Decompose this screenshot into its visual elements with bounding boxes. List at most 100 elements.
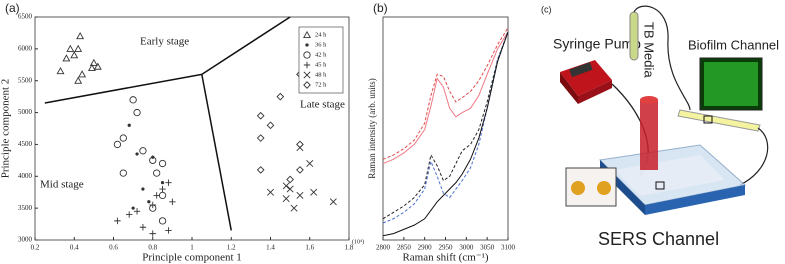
marker [256, 134, 265, 142]
marker [147, 200, 151, 204]
marker [139, 147, 147, 155]
legend-marker [303, 81, 311, 89]
zoom-box [655, 181, 665, 190]
x-tick-label: 0.6 [109, 244, 118, 252]
x-tick-label: 1.8 [345, 244, 354, 252]
marker [306, 160, 314, 168]
marker [129, 96, 137, 104]
x-tick-label: 1.2 [227, 244, 236, 252]
marker [131, 206, 135, 210]
marker [165, 227, 172, 234]
x-tick-label: 1.4 [266, 244, 275, 252]
marker [158, 191, 167, 200]
boundary [201, 16, 291, 75]
x-tick-label: 1.6 [305, 244, 314, 252]
laser [640, 100, 658, 170]
x-unit: (10⁴) [352, 238, 364, 245]
x-tick-label: 3000 [459, 244, 474, 252]
marker [62, 54, 71, 62]
marker [56, 67, 65, 75]
panel-label: (a) [5, 1, 20, 15]
diagram: (c) Syringe Pump TB Media Biofilm Channe… [541, 4, 779, 248]
tube [633, 5, 691, 111]
y-tick-label: 3000 [18, 236, 33, 244]
y-tick-label: 6000 [18, 44, 33, 52]
x-tick-label: 3100 [501, 244, 516, 252]
y-tick-label: 4500 [18, 140, 33, 148]
legend-label: 72 h [315, 81, 327, 88]
y-tick-label: 3500 [18, 204, 33, 212]
biofilm-channel [677, 109, 761, 132]
panel-label: (c) [541, 4, 552, 14]
syringe-label: Syringe Pump [553, 36, 641, 52]
marker [87, 63, 96, 71]
x-tick-label: 2900 [418, 244, 433, 252]
zoom-box [703, 115, 713, 124]
marker [329, 198, 337, 206]
tube [739, 127, 769, 186]
marker [133, 208, 141, 215]
annotation: Early stage [140, 36, 189, 48]
legend-label: 24 h [315, 31, 327, 38]
marker [158, 159, 167, 168]
boundary [201, 74, 232, 231]
media-label: TB Media [642, 22, 657, 78]
marker [113, 140, 122, 148]
syringe [569, 62, 593, 78]
marker [153, 169, 161, 177]
pump-front [578, 80, 612, 104]
marker [74, 76, 83, 84]
marker [160, 181, 165, 185]
marker [66, 44, 75, 52]
marker [133, 109, 141, 117]
marker [290, 204, 298, 212]
marker [149, 201, 156, 209]
marker [286, 185, 294, 193]
biofilm [704, 62, 758, 106]
marker [119, 134, 127, 142]
marker [296, 140, 304, 149]
x-tick-label: 2950 [439, 244, 454, 252]
marker [158, 217, 167, 225]
marker [296, 191, 304, 199]
marker [266, 121, 275, 130]
marker [139, 224, 147, 231]
marker [93, 62, 102, 70]
marker [78, 70, 87, 78]
legend-marker [303, 61, 311, 69]
marker [76, 31, 85, 40]
marker [169, 198, 176, 205]
y-tick-label: 6500 [18, 13, 33, 21]
x-tick-label: 2850 [397, 244, 412, 252]
annotation: Late stage [300, 99, 345, 111]
marker [165, 179, 172, 186]
laser-top [640, 96, 658, 104]
marker [119, 169, 127, 177]
marker [310, 188, 318, 196]
marker [74, 44, 83, 52]
legend-marker [303, 51, 311, 59]
y-tick-label: 5500 [18, 76, 33, 84]
marker [256, 111, 265, 120]
pump-side [560, 72, 578, 104]
legend-marker [303, 71, 311, 79]
x-tick-label: 0.2 [31, 244, 40, 252]
marker [276, 92, 285, 101]
x-tick-label: 3050 [480, 244, 495, 252]
x-tick-label: 0.8 [148, 244, 157, 252]
marker [266, 188, 275, 196]
nanoparticle [597, 181, 611, 195]
legend-marker [305, 43, 309, 47]
legend-label: 42 h [315, 51, 327, 58]
marker [141, 187, 145, 191]
biofilm-label: Biofilm Channel [688, 37, 779, 52]
panel-label: (b) [373, 1, 388, 15]
marker [70, 51, 79, 59]
x-tick-label: 0.4 [70, 244, 79, 252]
x-tick-label: 2800 [376, 244, 391, 252]
marker [286, 175, 294, 184]
marker [296, 166, 304, 174]
sers-label: SERS Channel [598, 229, 719, 249]
media-tube [629, 11, 639, 61]
